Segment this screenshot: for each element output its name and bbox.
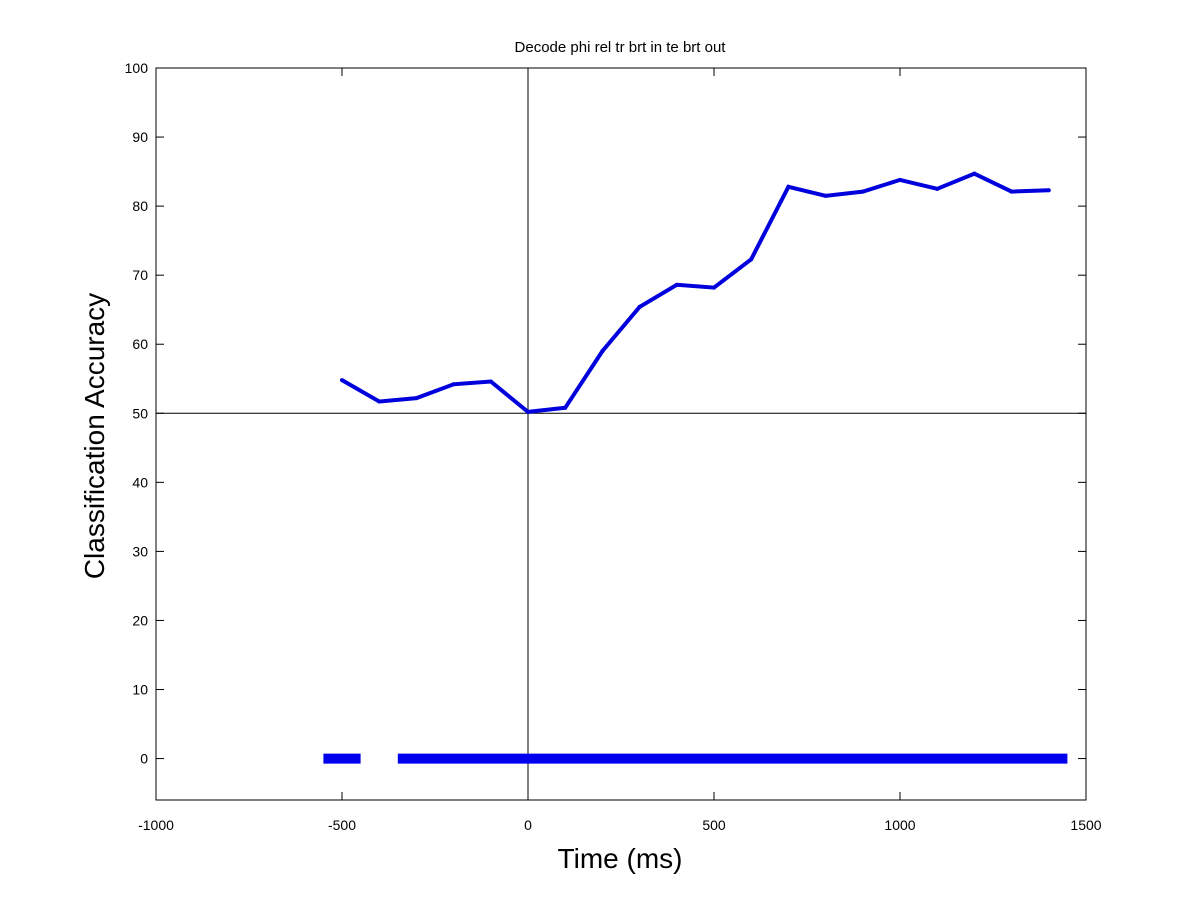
y-axis-label: Classification Accuracy (79, 293, 110, 579)
data-point (749, 257, 754, 262)
x-tick-label: 500 (702, 817, 726, 833)
y-tick-label: 50 (132, 405, 148, 421)
data-point (563, 405, 568, 410)
plot-frame (155, 67, 1087, 801)
data-point (340, 378, 344, 383)
chart-title: Decode phi rel tr brt in te brt out (515, 39, 727, 56)
x-tick-label: 1500 (1070, 817, 1101, 833)
data-point (674, 282, 679, 287)
data-point (600, 349, 605, 354)
x-axis-label: Time (ms) (558, 843, 683, 874)
x-tick-label: -500 (328, 817, 356, 833)
data-point (377, 399, 382, 404)
data-point (451, 382, 456, 387)
data-point (860, 189, 865, 194)
x-tick-label: 1000 (884, 817, 915, 833)
series-line (341, 171, 1049, 414)
data-point (414, 396, 419, 401)
y-tick-label: 100 (125, 60, 149, 76)
data-point (526, 409, 530, 414)
data-point (935, 186, 940, 191)
y-tick-label: 0 (140, 751, 148, 767)
data-point (1009, 189, 1014, 194)
data-point (898, 177, 902, 182)
y-tick-label: 30 (132, 543, 148, 559)
y-tick-label: 40 (132, 474, 148, 490)
data-point (637, 304, 642, 309)
y-tick-label: 70 (132, 267, 148, 283)
data-point (823, 193, 828, 198)
y-tick-label: 80 (132, 198, 148, 214)
data-point (972, 171, 977, 176)
y-tick-label: 60 (132, 336, 148, 352)
x-tick-label: -1000 (138, 817, 174, 833)
data-point (1046, 188, 1051, 193)
x-tick-label: 0 (524, 817, 532, 833)
y-tick-label: 20 (132, 612, 148, 628)
y-tick-label: 90 (132, 129, 148, 145)
y-tick-label: 10 (132, 682, 148, 698)
data-point (786, 184, 791, 189)
data-point (712, 285, 716, 290)
data-point (488, 379, 493, 384)
